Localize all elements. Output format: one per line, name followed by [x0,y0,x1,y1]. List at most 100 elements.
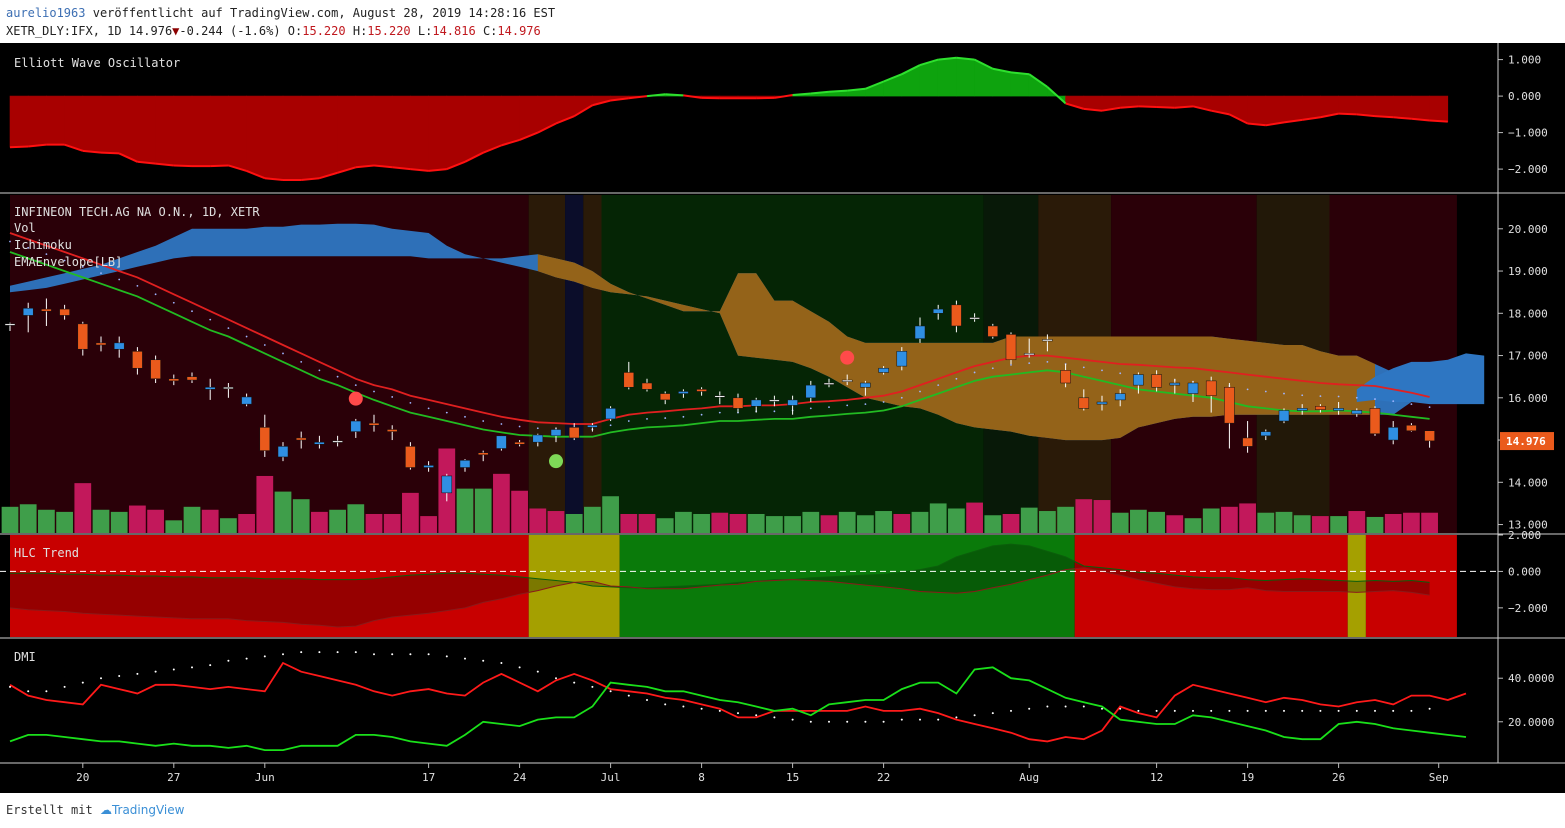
ema-dot [1119,372,1122,375]
candle-body [532,434,544,443]
candle-body [605,408,616,420]
ema-dot [664,417,667,419]
candle-body [805,384,817,399]
ema-dot [445,411,448,414]
ewo-area-segment [428,95,448,172]
volume-bar [92,509,110,533]
candle-body [732,397,744,409]
ema-dot [172,301,175,304]
dmi-adx-dot [1173,709,1176,712]
ewo-line-segment [264,177,284,182]
dmi-adx-dot [81,681,84,684]
x-tick-label: 26 [1332,771,1345,784]
candle-body [714,395,726,398]
candle-body [787,399,798,406]
volume-bar [220,518,237,533]
dmi-adx-dot [1028,707,1031,710]
ewo-area-segment [1392,95,1412,120]
dmi-adx-dot [828,720,830,723]
x-tick-label: Jun [255,771,275,784]
ewo-area-segment [319,95,338,179]
dmi-adx-dot [1064,705,1067,708]
volume-bar [74,483,92,533]
candle-body [841,379,853,382]
hlc-tick-label: −2.000 [1508,602,1548,615]
candle-body [441,475,453,494]
dmi-plus-line [9,666,1467,751]
volume-bar [1002,513,1020,533]
ema-dot [536,427,539,430]
ewo-area-segment [246,95,266,179]
ema-dot [1392,400,1395,403]
ewo-line-segment [118,152,138,163]
volume-bar [602,496,619,533]
ewo-line-segment [337,166,357,174]
ewo-area-segment [209,95,229,167]
ewo-area-segment [46,95,65,145]
dmi-adx-dot [1210,709,1213,712]
ema-dot [864,403,867,406]
volume-bar [747,513,765,533]
ema-dot [773,410,776,413]
ewo-tick-label: −2.000 [1508,163,1548,176]
volume-bar [1057,506,1074,533]
ema-dot [1428,406,1431,408]
signal-circle [549,454,563,469]
ema-dot [191,310,193,313]
ema-dot [373,390,375,393]
down-arrow-icon: ▼ [172,24,180,38]
ewo-area-segment [1156,95,1176,109]
ema-dot [300,360,303,363]
candle-body [1333,408,1344,411]
candle-body [860,382,871,388]
ewo-line-segment [392,166,411,171]
candle-body [496,435,507,449]
volume-bar [857,515,874,533]
chart-canvas[interactable]: 1.000 0.000 −1.000 −2.000 20.000 19.000 18.000… [0,43,1565,793]
dmi-adx-dot [1046,705,1049,708]
dmi-adx-dot [354,651,357,654]
ewo-line-segment [792,92,811,97]
candle-body [368,422,380,426]
candle-body [405,446,416,468]
ema-dot [263,344,266,346]
candle-body [641,382,653,390]
ewo-line-segment [1356,113,1376,118]
x-tick-label: 27 [167,771,180,784]
ewo-area-segment [137,95,156,164]
ewo-line-segment [428,168,447,172]
tradingview-logo-text[interactable]: TradingView [111,803,185,817]
ewo-line-segment [9,145,29,149]
ema-upper-line [9,232,1430,425]
volume-bar [1348,511,1366,533]
ema-dot [336,375,339,378]
candle-body [951,304,962,327]
dmi-adx-dot [919,718,921,721]
author-link[interactable]: aurelio1963 [6,6,86,20]
candle-body [1060,370,1071,384]
dmi-adx-dot [1428,707,1431,710]
dmi-adx-dot [391,653,394,656]
ewo-line-segment [246,169,266,180]
volume-bar [966,502,983,533]
ema-dot [9,240,11,243]
volume-bar [656,518,674,533]
dmi-adx-dot [573,681,576,684]
ewo-line-segment [774,94,793,99]
dmi-tick-label: 20.0000 [1508,716,1554,729]
candle-body [750,399,762,407]
ema-dot [955,377,958,380]
candle-body [1278,410,1290,422]
tradingview-logo-icon[interactable]: ☁ [99,803,112,817]
ewo-area-segment [1247,95,1267,126]
dmi-tick-label: 40.0000 [1508,672,1554,685]
change-text: -0.244 (-1.6%) [179,24,281,38]
ewo-area-segment [118,95,138,163]
ewo-area-segment [1338,95,1358,115]
ema-dot [245,335,248,338]
volume-bar [1184,518,1202,533]
candle-body [77,323,89,350]
hlc-tick-label: 2.000 [1508,529,1541,542]
footer: Erstellt mit ☁TradingView [6,803,184,817]
volume-bar [1257,512,1275,533]
